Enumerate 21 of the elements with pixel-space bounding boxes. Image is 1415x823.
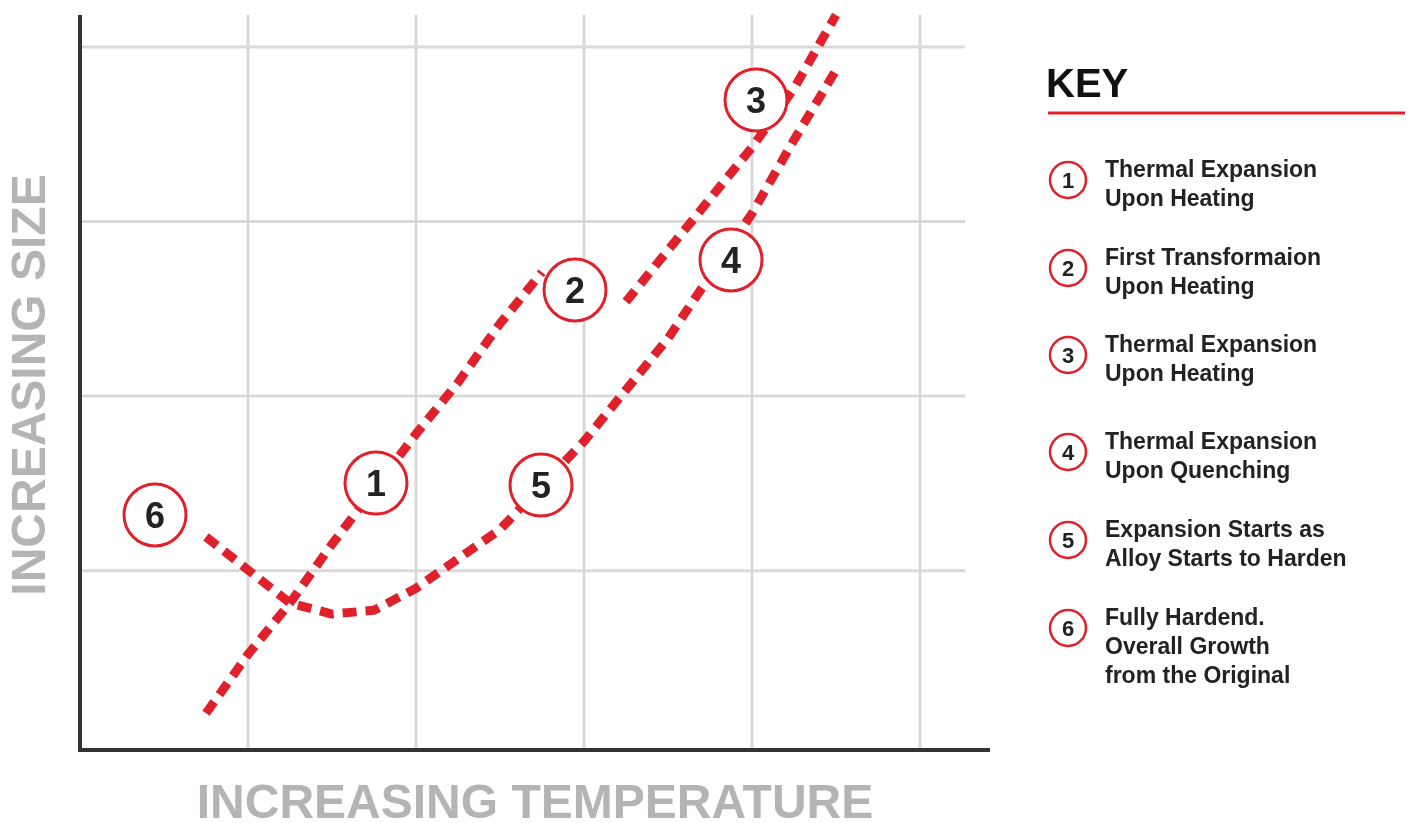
text: 5 bbox=[1061, 528, 1075, 553]
text: 6 bbox=[1061, 616, 1075, 641]
text: 4 bbox=[1061, 440, 1075, 465]
y-axis-title: INCREASING SIZE bbox=[2, 174, 55, 596]
annotation: 1 bbox=[365, 463, 387, 504]
annotation: 3 bbox=[745, 80, 767, 121]
text: Expansion Starts as Alloy Starts to Harden bbox=[1105, 516, 1347, 571]
legend-title: KEY bbox=[1046, 61, 1129, 105]
text: Thermal Expansion Upon Heating bbox=[1105, 331, 1318, 386]
text: Thermal Expansion Upon Quenching bbox=[1105, 428, 1318, 483]
annotation: 6 bbox=[144, 495, 166, 536]
text: 1 bbox=[1061, 168, 1075, 193]
text: 2 bbox=[1061, 256, 1075, 281]
text: First Transformaion Upon Heating bbox=[1105, 244, 1321, 299]
text: Thermal Expansion Upon Heating bbox=[1105, 156, 1318, 211]
annotation: 5 bbox=[530, 465, 552, 506]
annotation: 2 bbox=[564, 270, 586, 311]
x-axis-title: INCREASING TEMPERATURE bbox=[196, 775, 874, 823]
text: Fully Hardend. Overall Growth from the Original bbox=[1105, 604, 1291, 688]
annotation: 4 bbox=[720, 240, 742, 281]
text: 3 bbox=[1061, 343, 1075, 368]
